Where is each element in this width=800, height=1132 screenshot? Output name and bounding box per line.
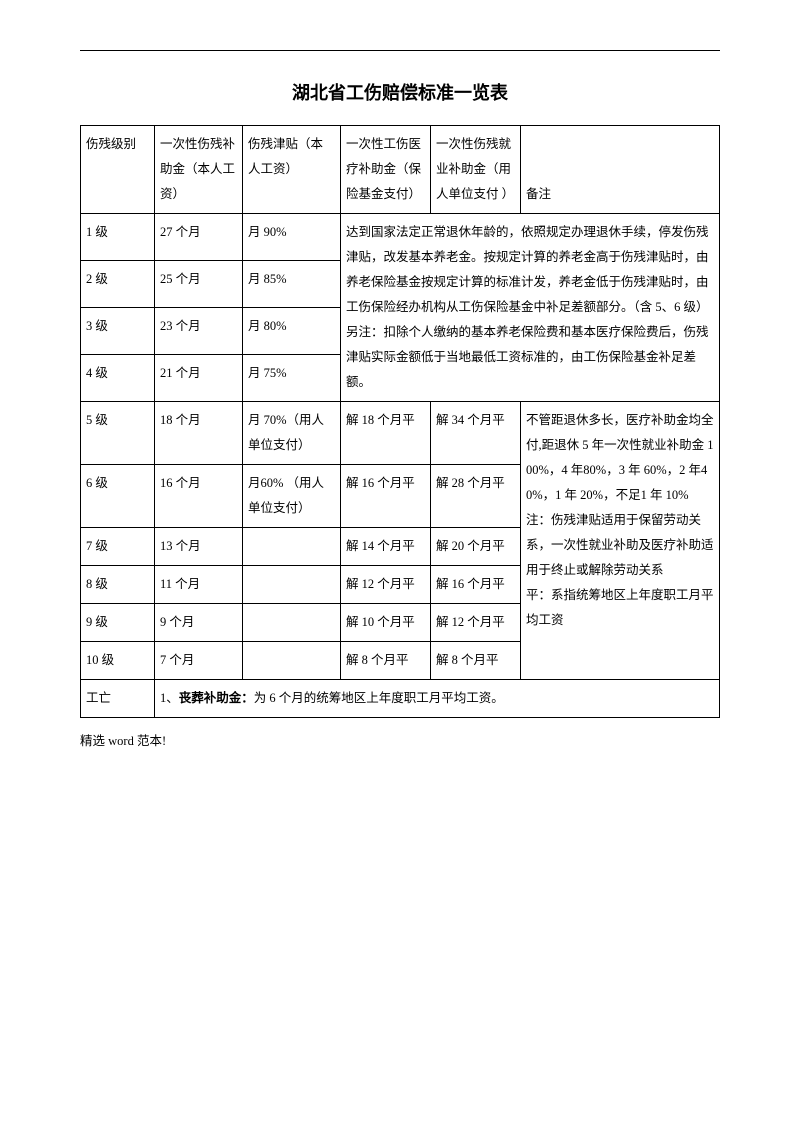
cell-allowance [243, 642, 341, 680]
cell-employment: 解 8 个月平 [431, 642, 521, 680]
cell-level: 7 级 [81, 528, 155, 566]
footer-text: 精选 word 范本! [80, 730, 720, 749]
cell-subsidy: 13 个月 [155, 528, 243, 566]
table-row: 1 级 27 个月 月 90% 达到国家法定正常退休年龄的，依照规定办理退休手续… [81, 214, 720, 261]
cell-level: 8 级 [81, 566, 155, 604]
cell-allowance [243, 604, 341, 642]
cell-level: 6 级 [81, 465, 155, 528]
cell-subsidy: 23 个月 [155, 308, 243, 355]
death-content: 1、丧葬补助金：为 6 个月的统筹地区上年度职工月平均工资。 [155, 680, 720, 718]
cell-medical: 解 14 个月平 [341, 528, 431, 566]
cell-level: 2 级 [81, 261, 155, 308]
header-employment: 一次性伤残就业补助金（用人单位支付 ） [431, 126, 521, 214]
header-remark: 备注 [521, 126, 720, 214]
cell-subsidy: 25 个月 [155, 261, 243, 308]
cell-subsidy: 7 个月 [155, 642, 243, 680]
cell-subsidy: 27 个月 [155, 214, 243, 261]
cell-level: 1 级 [81, 214, 155, 261]
cell-medical: 解 16 个月平 [341, 465, 431, 528]
top-rule [80, 50, 720, 51]
document-title: 湖北省工伤赔偿标准一览表 [80, 79, 720, 105]
header-level: 伤残级别 [81, 126, 155, 214]
cell-medical: 解 12 个月平 [341, 566, 431, 604]
death-bold: 丧葬补助金： [179, 691, 254, 705]
cell-subsidy: 11 个月 [155, 566, 243, 604]
cell-subsidy: 16 个月 [155, 465, 243, 528]
table-row: 5 级 18 个月 月 70%（用人单位支付） 解 18 个月平 解 34 个月… [81, 402, 720, 465]
death-row: 工亡 1、丧葬补助金：为 6 个月的统筹地区上年度职工月平均工资。 [81, 680, 720, 718]
cell-subsidy: 9 个月 [155, 604, 243, 642]
cell-employment: 解 28 个月平 [431, 465, 521, 528]
compensation-table: 伤残级别 一次性伤残补助金（本人工资） 伤残津贴（本人工资） 一次性工伤医疗补助… [80, 125, 720, 718]
header-allowance: 伤残津贴（本人工资） [243, 126, 341, 214]
cell-allowance: 月 90% [243, 214, 341, 261]
cell-medical: 解 8 个月平 [341, 642, 431, 680]
cell-level: 10 级 [81, 642, 155, 680]
cell-employment: 解 16 个月平 [431, 566, 521, 604]
cell-level: 9 级 [81, 604, 155, 642]
cell-allowance [243, 566, 341, 604]
cell-level: 4 级 [81, 355, 155, 402]
death-label: 工亡 [81, 680, 155, 718]
cell-subsidy: 21 个月 [155, 355, 243, 402]
death-rest: 为 6 个月的统筹地区上年度职工月平均工资。 [254, 691, 504, 705]
cell-allowance: 月60% （用人单位支付） [243, 465, 341, 528]
header-subsidy: 一次性伤残补助金（本人工资） [155, 126, 243, 214]
cell-employment: 解 12 个月平 [431, 604, 521, 642]
cell-medical: 解 10 个月平 [341, 604, 431, 642]
table-header-row: 伤残级别 一次性伤残补助金（本人工资） 伤残津贴（本人工资） 一次性工伤医疗补助… [81, 126, 720, 214]
cell-level: 5 级 [81, 402, 155, 465]
cell-allowance [243, 528, 341, 566]
cell-medical: 解 18 个月平 [341, 402, 431, 465]
top-merged-note: 达到国家法定正常退休年龄的，依照规定办理退休手续，停发伤残津贴，改发基本养老金。… [341, 214, 720, 402]
cell-subsidy: 18 个月 [155, 402, 243, 465]
cell-employment: 解 34 个月平 [431, 402, 521, 465]
bottom-merged-note: 不管距退休多长，医疗补助金均全付,距退休 5 年一次性就业补助金 100%，4 … [521, 402, 720, 680]
death-prefix: 1、 [160, 691, 179, 705]
cell-allowance: 月 75% [243, 355, 341, 402]
header-medical: 一次性工伤医疗补助金（保险基金支付） [341, 126, 431, 214]
cell-allowance: 月 80% [243, 308, 341, 355]
cell-allowance: 月 85% [243, 261, 341, 308]
cell-allowance: 月 70%（用人单位支付） [243, 402, 341, 465]
cell-level: 3 级 [81, 308, 155, 355]
cell-employment: 解 20 个月平 [431, 528, 521, 566]
